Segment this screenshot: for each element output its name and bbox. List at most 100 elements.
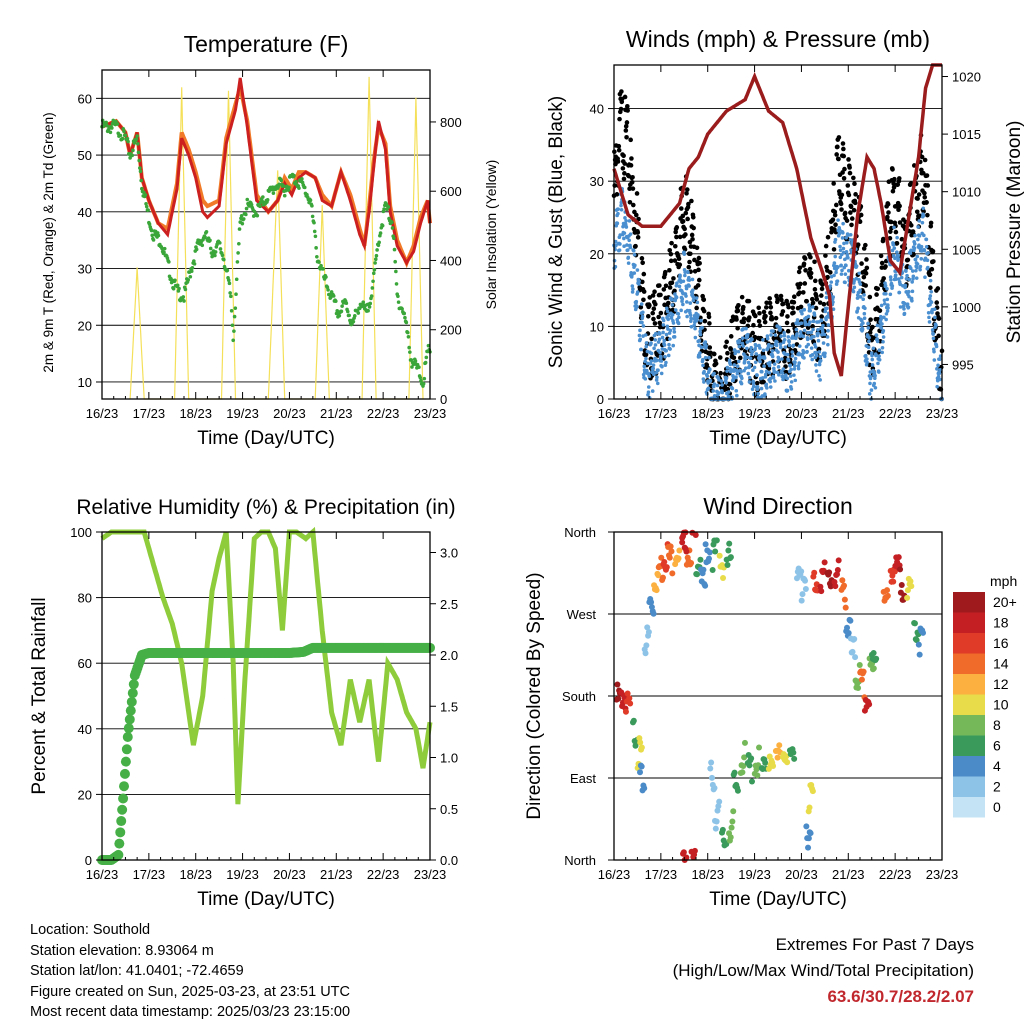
dewpoint-point [394,269,398,274]
sonic-wind-point [651,363,656,367]
sonic-wind-point [736,349,741,354]
sonic-wind-point [833,237,838,242]
sonic-wind-point [724,376,729,380]
sonic-wind-point [628,245,633,250]
gust-point [695,283,701,288]
direction-point [712,548,719,555]
gust-point [915,196,920,201]
direction-point [884,587,891,594]
gust-point [825,234,831,240]
direction-point [907,578,914,585]
sonic-wind-point [837,231,842,236]
dewpoint-point [356,311,361,315]
sonic-wind-point [748,356,753,361]
direction-point [741,739,748,746]
temp-x-tick-label: 16/23 [86,406,119,421]
sonic-wind-point [785,376,790,381]
dewpoint-point [130,153,135,158]
sonic-wind-point [644,344,649,349]
temp-x-tick-label: 19/23 [226,406,259,421]
dewpoint-point [367,305,372,309]
sonic-wind-point [633,263,637,268]
gust-point [634,191,640,196]
gust-point [891,181,896,186]
sonic-wind-point [671,343,676,348]
gust-point [701,308,707,314]
winds-x-tick-label: 16/23 [598,406,631,421]
direction-point [676,547,683,554]
sonic-wind-point [915,254,920,259]
direction-point [818,588,825,595]
sonic-wind-point [632,271,637,275]
gust-point [735,308,741,314]
precip-y-tick-label: 1.5 [440,699,458,714]
dewpoint-point [424,355,429,360]
sonic-wind-point [791,343,796,348]
sonic-wind-point [858,288,862,293]
sonic-wind-point [896,253,901,258]
gust-point [867,294,873,300]
direction-point [798,568,805,575]
gust-point [812,287,818,292]
sonic-wind-point [911,274,916,279]
gust-point [897,220,903,225]
direction-point [700,566,707,573]
speed-legend-label: 16 [993,635,1009,651]
gust-point [671,276,676,281]
gust-point [668,258,674,264]
dir-x-axis-label: Time (Day/UTC) [709,889,847,910]
station-info: Location: Southold Station elevation: 8.… [30,920,350,1023]
sonic-wind-point [882,315,886,320]
sonic-wind-point [931,332,935,336]
insolation-y-axis-label: Solar Insolation (Yellow) [483,160,499,310]
sonic-wind-point [902,311,907,316]
sonic-wind-point [749,345,753,350]
sonic-wind-point [907,294,911,299]
dewpoint-point [232,314,237,319]
gust-point [823,243,829,249]
gust-point [896,207,901,213]
sonic-wind-point [912,246,917,250]
direction-point [783,753,790,760]
sonic-wind-point [649,341,653,345]
gust-point [768,304,774,310]
dewpoint-point [218,241,222,245]
gust-point [684,191,689,196]
gust-point [668,251,674,257]
gust-point [702,318,708,324]
dewpoint-point [313,234,318,239]
sonic-wind-point [733,349,738,354]
gust-point [922,157,928,163]
sonic-wind-point [844,263,848,268]
sonic-wind-point [653,343,658,347]
precip-point [123,723,134,734]
direction-point [802,586,809,593]
gust-point [796,285,802,290]
sonic-wind-point [877,348,882,352]
direction-point [638,763,645,770]
precip-point [117,804,128,815]
sonic-wind-point [812,334,816,339]
gust-point [635,230,641,235]
sonic-wind-point [741,344,746,348]
gust-point [831,247,837,252]
gust-point [879,260,885,266]
sonic-wind-point [817,350,822,354]
sonic-wind-point [670,303,675,307]
gust-point [925,183,931,188]
dewpoint-point [317,260,321,264]
gust-point [737,355,743,361]
direction-point [904,594,911,601]
dewpoint-point [234,277,239,282]
sonic-wind-point [826,323,831,327]
gust-point [784,320,790,326]
humidity-panel: 16/23 17/23 18/23 19/23 20/23 21/23 22/23 23/23… [29,496,458,910]
sonic-wind-point [866,321,870,326]
dewpoint-point [361,300,366,304]
gust-point [753,313,758,319]
sonic-wind-point [631,248,636,253]
dewpoint-point [194,247,199,252]
sonic-wind-point [768,376,773,381]
gust-point [645,314,651,319]
